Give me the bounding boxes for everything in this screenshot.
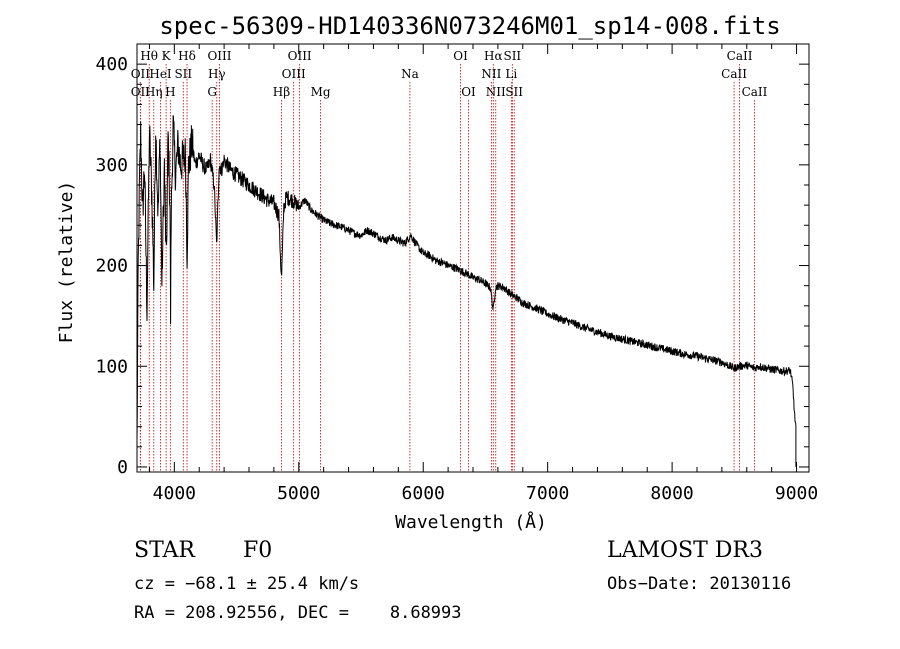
spectral-line-label: CaII: [721, 67, 747, 81]
spectral-line-label: NII: [486, 85, 506, 99]
spectral-line-label: Hα: [484, 49, 503, 63]
spectral-line-label: K: [162, 49, 172, 63]
spectral-line-label: Hγ: [208, 67, 226, 81]
spectral-line-label: H: [165, 85, 175, 99]
spectral-line-label: HeI: [149, 67, 172, 81]
chart-title: spec-56309-HD140336N073246M01_sp14-008.f…: [159, 12, 780, 40]
spectral-line-label: CaII: [727, 49, 753, 63]
spectral-line-label: OIII: [207, 49, 231, 63]
spectral-line-label: SII: [505, 85, 523, 99]
spectral-line-label: G: [207, 85, 217, 99]
spectral-line-label: Li: [505, 67, 517, 81]
x-tick-label: 8000: [650, 483, 693, 504]
spectral-line-label: Hβ: [273, 85, 290, 99]
spectral-line-label: Hδ: [178, 49, 196, 63]
plot-frame: [136, 43, 810, 473]
y-tick-label: 400: [95, 54, 128, 75]
x-tick-label: 5000: [277, 483, 320, 504]
spectral-line-label: OIII: [288, 49, 312, 63]
spectral-line-label: SII: [503, 49, 521, 63]
y-tick-label: 100: [95, 356, 128, 377]
spectral-line-markers: [139, 64, 755, 472]
y-tick-label: 0: [117, 457, 128, 478]
x-tick-label: 4000: [153, 483, 196, 504]
spectral-line-label: OI: [453, 49, 468, 63]
spectral-line-label: Mg: [311, 85, 331, 99]
redshift-cz: cz = −68.1 ± 25.4 km/s: [134, 574, 360, 594]
obs-date: Obs−Date: 20130116: [607, 574, 792, 594]
x-tick-label: 6000: [402, 483, 445, 504]
object-class: STAR: [134, 538, 195, 563]
x-tick-label: 7000: [526, 483, 569, 504]
coordinates: RA = 208.92556, DEC = 8.68993: [134, 603, 462, 623]
spectral-line-label: Hη: [145, 85, 163, 99]
spectral-line-label: SII: [174, 67, 192, 81]
spectral-line-label: NII: [481, 67, 501, 81]
spectral-line-label: OII: [131, 85, 151, 99]
spectral-line-label: Hθ: [140, 49, 158, 63]
spectrum-series-line: [136, 115, 797, 467]
y-tick-label: 200: [95, 256, 128, 277]
axis-ticks: 4000 5000 6000 7000 8000 9000 0 100 200 300 400: [95, 44, 818, 504]
survey-name: LAMOST DR3: [607, 538, 763, 563]
x-tick-label: 9000: [775, 483, 818, 504]
y-tick-label: 300: [95, 155, 128, 176]
spectral-line-label: CaII: [742, 85, 768, 99]
spectral-line-label: OI: [461, 85, 476, 99]
y-axis-label: Flux (relative): [56, 181, 77, 344]
x-axis-label: Wavelength (Å): [395, 511, 547, 533]
spectral-line-label: OIII: [282, 67, 306, 81]
spectral-line-label: Na: [401, 67, 419, 81]
spectral-line-label: OII: [131, 67, 151, 81]
object-subclass: F0: [243, 538, 273, 563]
